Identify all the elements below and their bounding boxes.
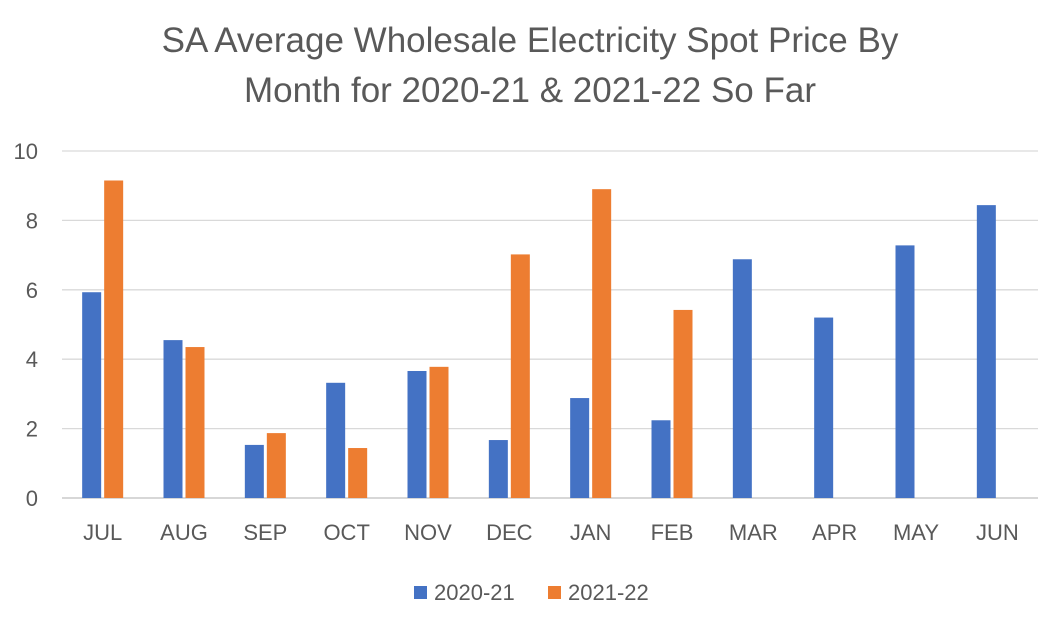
- x-tick-label: MAY: [893, 520, 939, 545]
- x-tick-label: NOV: [404, 520, 452, 545]
- y-tick-label: 8: [26, 208, 38, 233]
- bar-2020-21-aug: [163, 340, 183, 498]
- x-tick-label: JUL: [83, 520, 122, 545]
- bar-2021-22-aug: [185, 347, 205, 498]
- x-axis-ticks: JUL AUG SEP OCT NOV DEC JAN FEB MAR APR MAY JUN: [83, 520, 1019, 545]
- y-tick-label: 2: [26, 417, 38, 442]
- x-tick-label: SEP: [243, 520, 287, 545]
- bar-2021-22-sep: [266, 433, 286, 498]
- y-tick-label: 6: [26, 278, 38, 303]
- bar-2020-21-sep: [244, 444, 264, 498]
- y-axis-ticks: 0 2 4 6 8 10: [14, 139, 38, 511]
- x-tick-label: JUN: [976, 520, 1019, 545]
- y-tick-label: 10: [14, 139, 38, 164]
- bar-2021-22-feb: [673, 309, 693, 498]
- x-tick-label: APR: [812, 520, 857, 545]
- chart-title: SA Average Wholesale Electricity Spot Pr…: [162, 21, 899, 110]
- legend: 2020-21 2021-22: [414, 580, 649, 605]
- chart-title-line-2: Month for 2020-21 & 2021-22 So Far: [244, 71, 816, 110]
- bar-2020-21-jun: [976, 205, 996, 498]
- bar-2020-21-jul: [82, 292, 102, 498]
- bar-2021-22-oct: [348, 448, 368, 498]
- y-tick-label: 0: [26, 486, 38, 511]
- bar-2020-21-oct: [326, 382, 346, 498]
- bar-2020-21-dec: [488, 440, 508, 498]
- bar-2021-22-nov: [429, 366, 449, 498]
- gridlines: [62, 150, 1038, 499]
- bar-2020-21-apr: [814, 317, 834, 498]
- bar-2020-21-nov: [407, 370, 427, 498]
- bars: [82, 180, 996, 499]
- legend-label: 2021-22: [568, 580, 649, 605]
- x-tick-label: OCT: [323, 520, 369, 545]
- chart-title-line-1: SA Average Wholesale Electricity Spot Pr…: [162, 21, 899, 60]
- x-tick-label: JAN: [570, 520, 612, 545]
- legend-swatch-2021-22: [548, 586, 561, 599]
- x-tick-label: AUG: [160, 520, 208, 545]
- legend-label: 2020-21: [434, 580, 515, 605]
- bar-2020-21-mar: [732, 259, 752, 498]
- y-tick-label: 4: [26, 347, 38, 372]
- legend-swatch-2020-21: [414, 586, 427, 599]
- bar-2021-22-dec: [510, 254, 530, 498]
- bar-2020-21-may: [895, 245, 915, 498]
- bar-2020-21-jan: [570, 398, 590, 498]
- bar-2021-22-jan: [592, 189, 612, 499]
- x-tick-label: FEB: [651, 520, 694, 545]
- bar-2020-21-feb: [651, 420, 671, 498]
- bar-2021-22-jul: [104, 180, 124, 498]
- x-tick-label: MAR: [729, 520, 778, 545]
- x-tick-label: DEC: [486, 520, 533, 545]
